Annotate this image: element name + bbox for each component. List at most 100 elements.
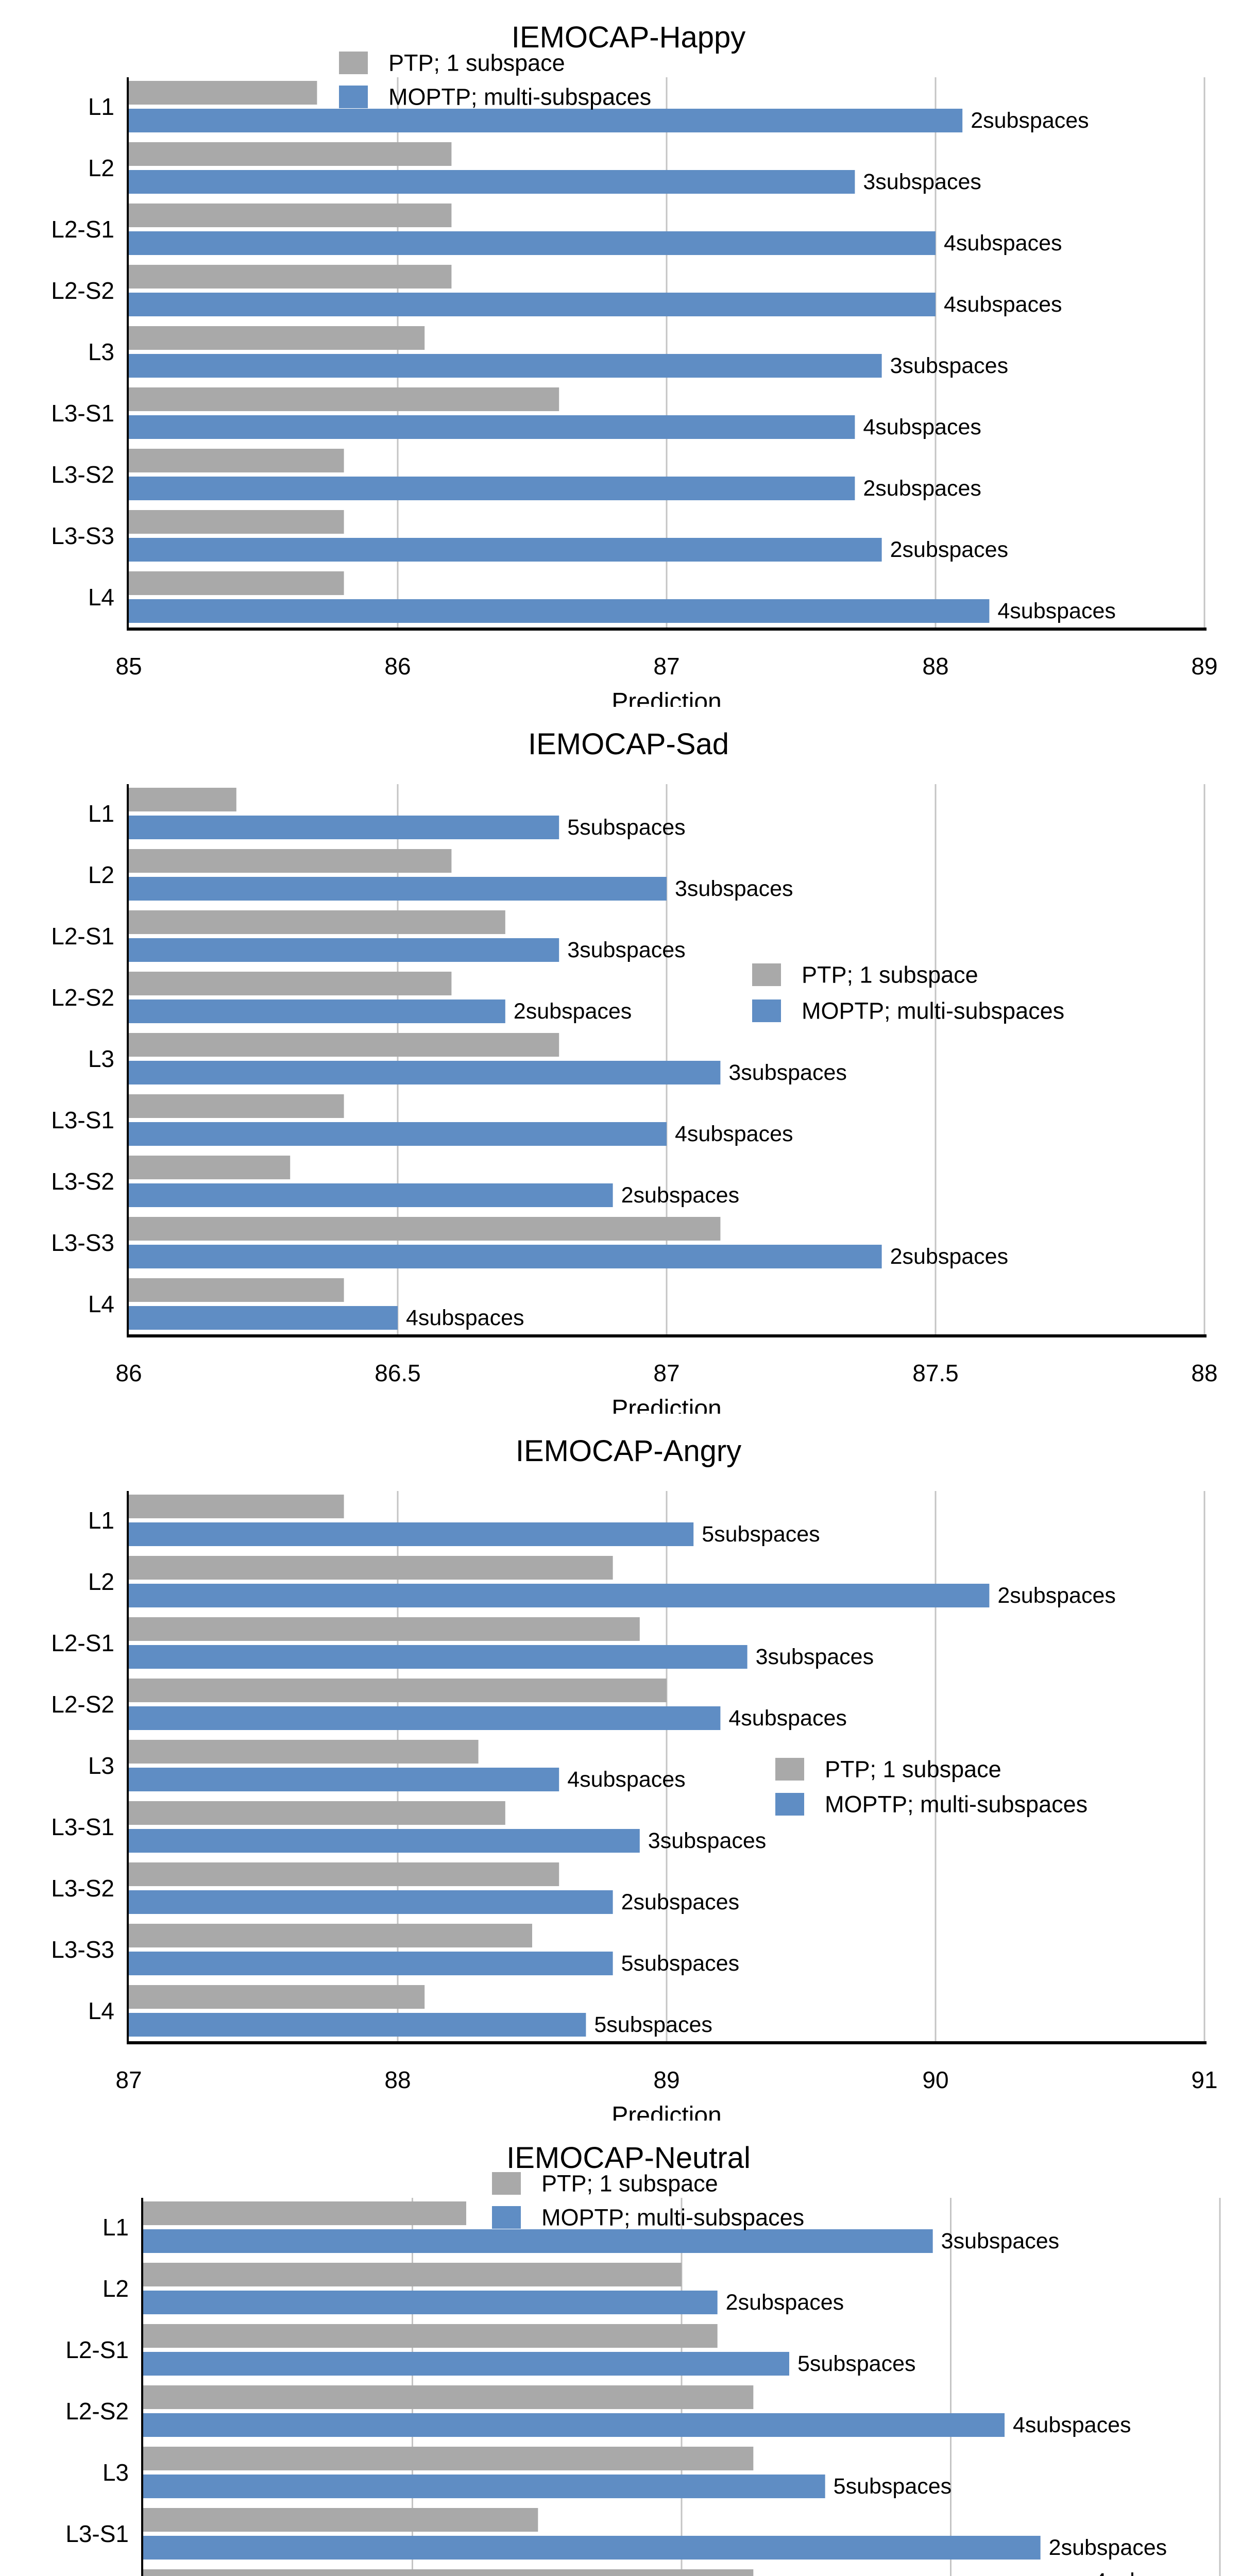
row-label-L3: L3: [103, 2459, 129, 2486]
row-label-L3-S3: L3-S3: [51, 522, 114, 549]
x-tick-label: 86: [384, 653, 411, 680]
row-label-L2-S2: L2-S2: [51, 984, 114, 1011]
chart-section-iemocap-angry: IEMOCAP-Angry L1 5subspaces L2 2subspaces L2-…: [0, 1414, 1257, 2121]
x-axis-label: Prediction: [611, 1395, 721, 1414]
x-tick-label: 91: [1191, 2066, 1217, 2093]
bar-annotation-L2-S2: 4subspaces: [1013, 2413, 1131, 2437]
moptp-bar-L2: [129, 877, 667, 901]
moptp-bar-L3-S1: [129, 1829, 640, 1853]
chart-section-iemocap-neutral: IEMOCAP-Neutral L1 3subspaces L2 2subspaces L…: [0, 2121, 1257, 2576]
legend: PTP; 1 subspace MOPTP; multi-subspaces: [752, 962, 1064, 1024]
bar-annotation-L2-S1: 3subspaces: [567, 938, 686, 962]
moptp-bar-L3: [129, 1768, 559, 1791]
bar-annotation-L2: 3subspaces: [863, 170, 981, 194]
x-tick-label: 88: [922, 653, 948, 680]
x-tick-label: 87: [653, 1360, 680, 1386]
bar-annotation-L1: 5subspaces: [567, 815, 686, 840]
y-axis-spine: [127, 784, 129, 1334]
moptp-bar-L2: [129, 1584, 990, 1607]
legend: PTP; 1 subspace MOPTP; multi-subspaces: [492, 2171, 804, 2231]
moptp-bar-L2-S1: [129, 231, 936, 255]
legend-label-moptp: MOPTP; multi-subspaces: [802, 998, 1064, 1024]
bar-annotation-L3-S1: 4subspaces: [675, 1122, 793, 1146]
moptp-bar-L2: [143, 2291, 718, 2314]
ptp-bar-L2: [143, 2263, 682, 2286]
bar-annotation-L1: 5subspaces: [702, 1522, 820, 1547]
moptp-bar-L4: [129, 599, 990, 623]
ptp-bar-L3-S1: [129, 1801, 505, 1825]
row-label-L4: L4: [88, 1997, 114, 2024]
row-label-L2-S2: L2-S2: [65, 2398, 129, 2425]
moptp-bar-L2-S2: [129, 999, 505, 1023]
ptp-bar-L2: [129, 142, 452, 166]
row-label-L3: L3: [88, 338, 114, 365]
bar-annotation-L3-S3: 2subspaces: [890, 1244, 1009, 1269]
moptp-bar-L3-S1: [143, 2536, 1041, 2560]
row-label-L3-S1: L3-S1: [65, 2520, 129, 2547]
bar-annotation-L2-S1: 5subspaces: [797, 2351, 916, 2376]
legend: PTP; 1 subspace MOPTP; multi-subspaces: [775, 1756, 1088, 1818]
bar-annotation-L2-S1: 4subspaces: [944, 231, 1062, 256]
x-tick-label: 87: [115, 2066, 142, 2093]
ptp-bar-L3-S1: [129, 1094, 344, 1118]
row-label-L3-S3: L3-S3: [51, 1936, 114, 1963]
moptp-bar-L2-S1: [143, 2352, 789, 2376]
legend-swatch-moptp-icon: [775, 1793, 804, 1816]
moptp-bar-L3-S3: [129, 1952, 613, 1975]
legend-label-ptp: PTP; 1 subspace: [802, 962, 978, 988]
x-tick-label: 86.5: [375, 1360, 421, 1386]
ptp-bar-L3-S1: [143, 2508, 538, 2532]
ptp-bar-L4: [129, 571, 344, 595]
x-tick-label: 88: [1191, 1360, 1217, 1386]
x-tick-label: 87.5: [912, 1360, 959, 1386]
legend-swatch-ptp-icon: [775, 1758, 804, 1781]
ptp-bar-L3-S3: [129, 510, 344, 534]
bar-annotation-L1: 3subspaces: [941, 2229, 1059, 2253]
legend-label-ptp: PTP; 1 subspace: [388, 50, 565, 76]
row-label-L2-S1: L2-S1: [51, 923, 114, 950]
ptp-bar-L3-S2: [143, 2569, 754, 2576]
ptp-bar-L1: [129, 788, 236, 811]
bar-annotation-L3-S3: 2subspaces: [890, 537, 1009, 562]
legend-swatch-ptp-icon: [339, 52, 368, 74]
row-label-L3: L3: [88, 1752, 114, 1779]
row-label-L4: L4: [88, 1291, 114, 1317]
ptp-bar-L2-S2: [129, 972, 452, 995]
bar-annotation-L2: 2subspaces: [726, 2290, 844, 2315]
x-tick-label: 85: [115, 653, 142, 680]
bar-annotation-L3-S1: 3subspaces: [648, 1828, 767, 1853]
moptp-bar-L4: [129, 2013, 586, 2037]
bar-annotation-L3-S3: 5subspaces: [621, 1951, 740, 1976]
row-label-L3-S2: L3-S2: [51, 461, 114, 488]
legend-label-moptp: MOPTP; multi-subspaces: [825, 1791, 1088, 1818]
moptp-bar-L3-S1: [129, 415, 855, 439]
row-label-L2-S2: L2-S2: [51, 1691, 114, 1718]
row-label-L2: L2: [103, 2275, 129, 2302]
bar-annotation-L3-S2: 2subspaces: [621, 1183, 740, 1208]
moptp-bar-L3: [129, 354, 882, 378]
row-label-L4: L4: [88, 584, 114, 611]
chart-section-iemocap-happy: IEMOCAP-Happy L1 2subspaces L2 3subspaces L2-…: [0, 0, 1257, 707]
row-label-L3: L3: [88, 1045, 114, 1072]
moptp-bar-L3-S2: [129, 477, 855, 500]
row-label-L1: L1: [103, 2214, 129, 2241]
x-axis-spine: [127, 1334, 1207, 1337]
bar-annotation-L2: 2subspaces: [997, 1583, 1115, 1608]
moptp-bar-L3-S3: [129, 538, 882, 562]
x-axis-label: Prediction: [611, 2102, 721, 2121]
y-axis-spine: [127, 77, 129, 628]
moptp-bar-L3-S2: [129, 1183, 613, 1207]
y-axis-spine: [141, 2198, 143, 2576]
ptp-bar-L2-S1: [129, 910, 505, 934]
moptp-bar-L3: [143, 2475, 825, 2498]
bar-annotation-L3: 5subspaces: [834, 2474, 952, 2499]
bar-annotation-L2-S2: 4subspaces: [728, 1706, 847, 1731]
legend-swatch-moptp-icon: [492, 2206, 521, 2229]
moptp-bar-L2-S2: [129, 293, 936, 316]
ptp-bar-L4: [129, 1278, 344, 1302]
chart-section-iemocap-sad: IEMOCAP-Sad L1 5subspaces L2 3subspaces L2-S1…: [0, 707, 1257, 1414]
legend-swatch-moptp-icon: [752, 999, 781, 1022]
row-label-L3-S1: L3-S1: [51, 1814, 114, 1840]
row-label-L2: L2: [88, 1568, 114, 1595]
